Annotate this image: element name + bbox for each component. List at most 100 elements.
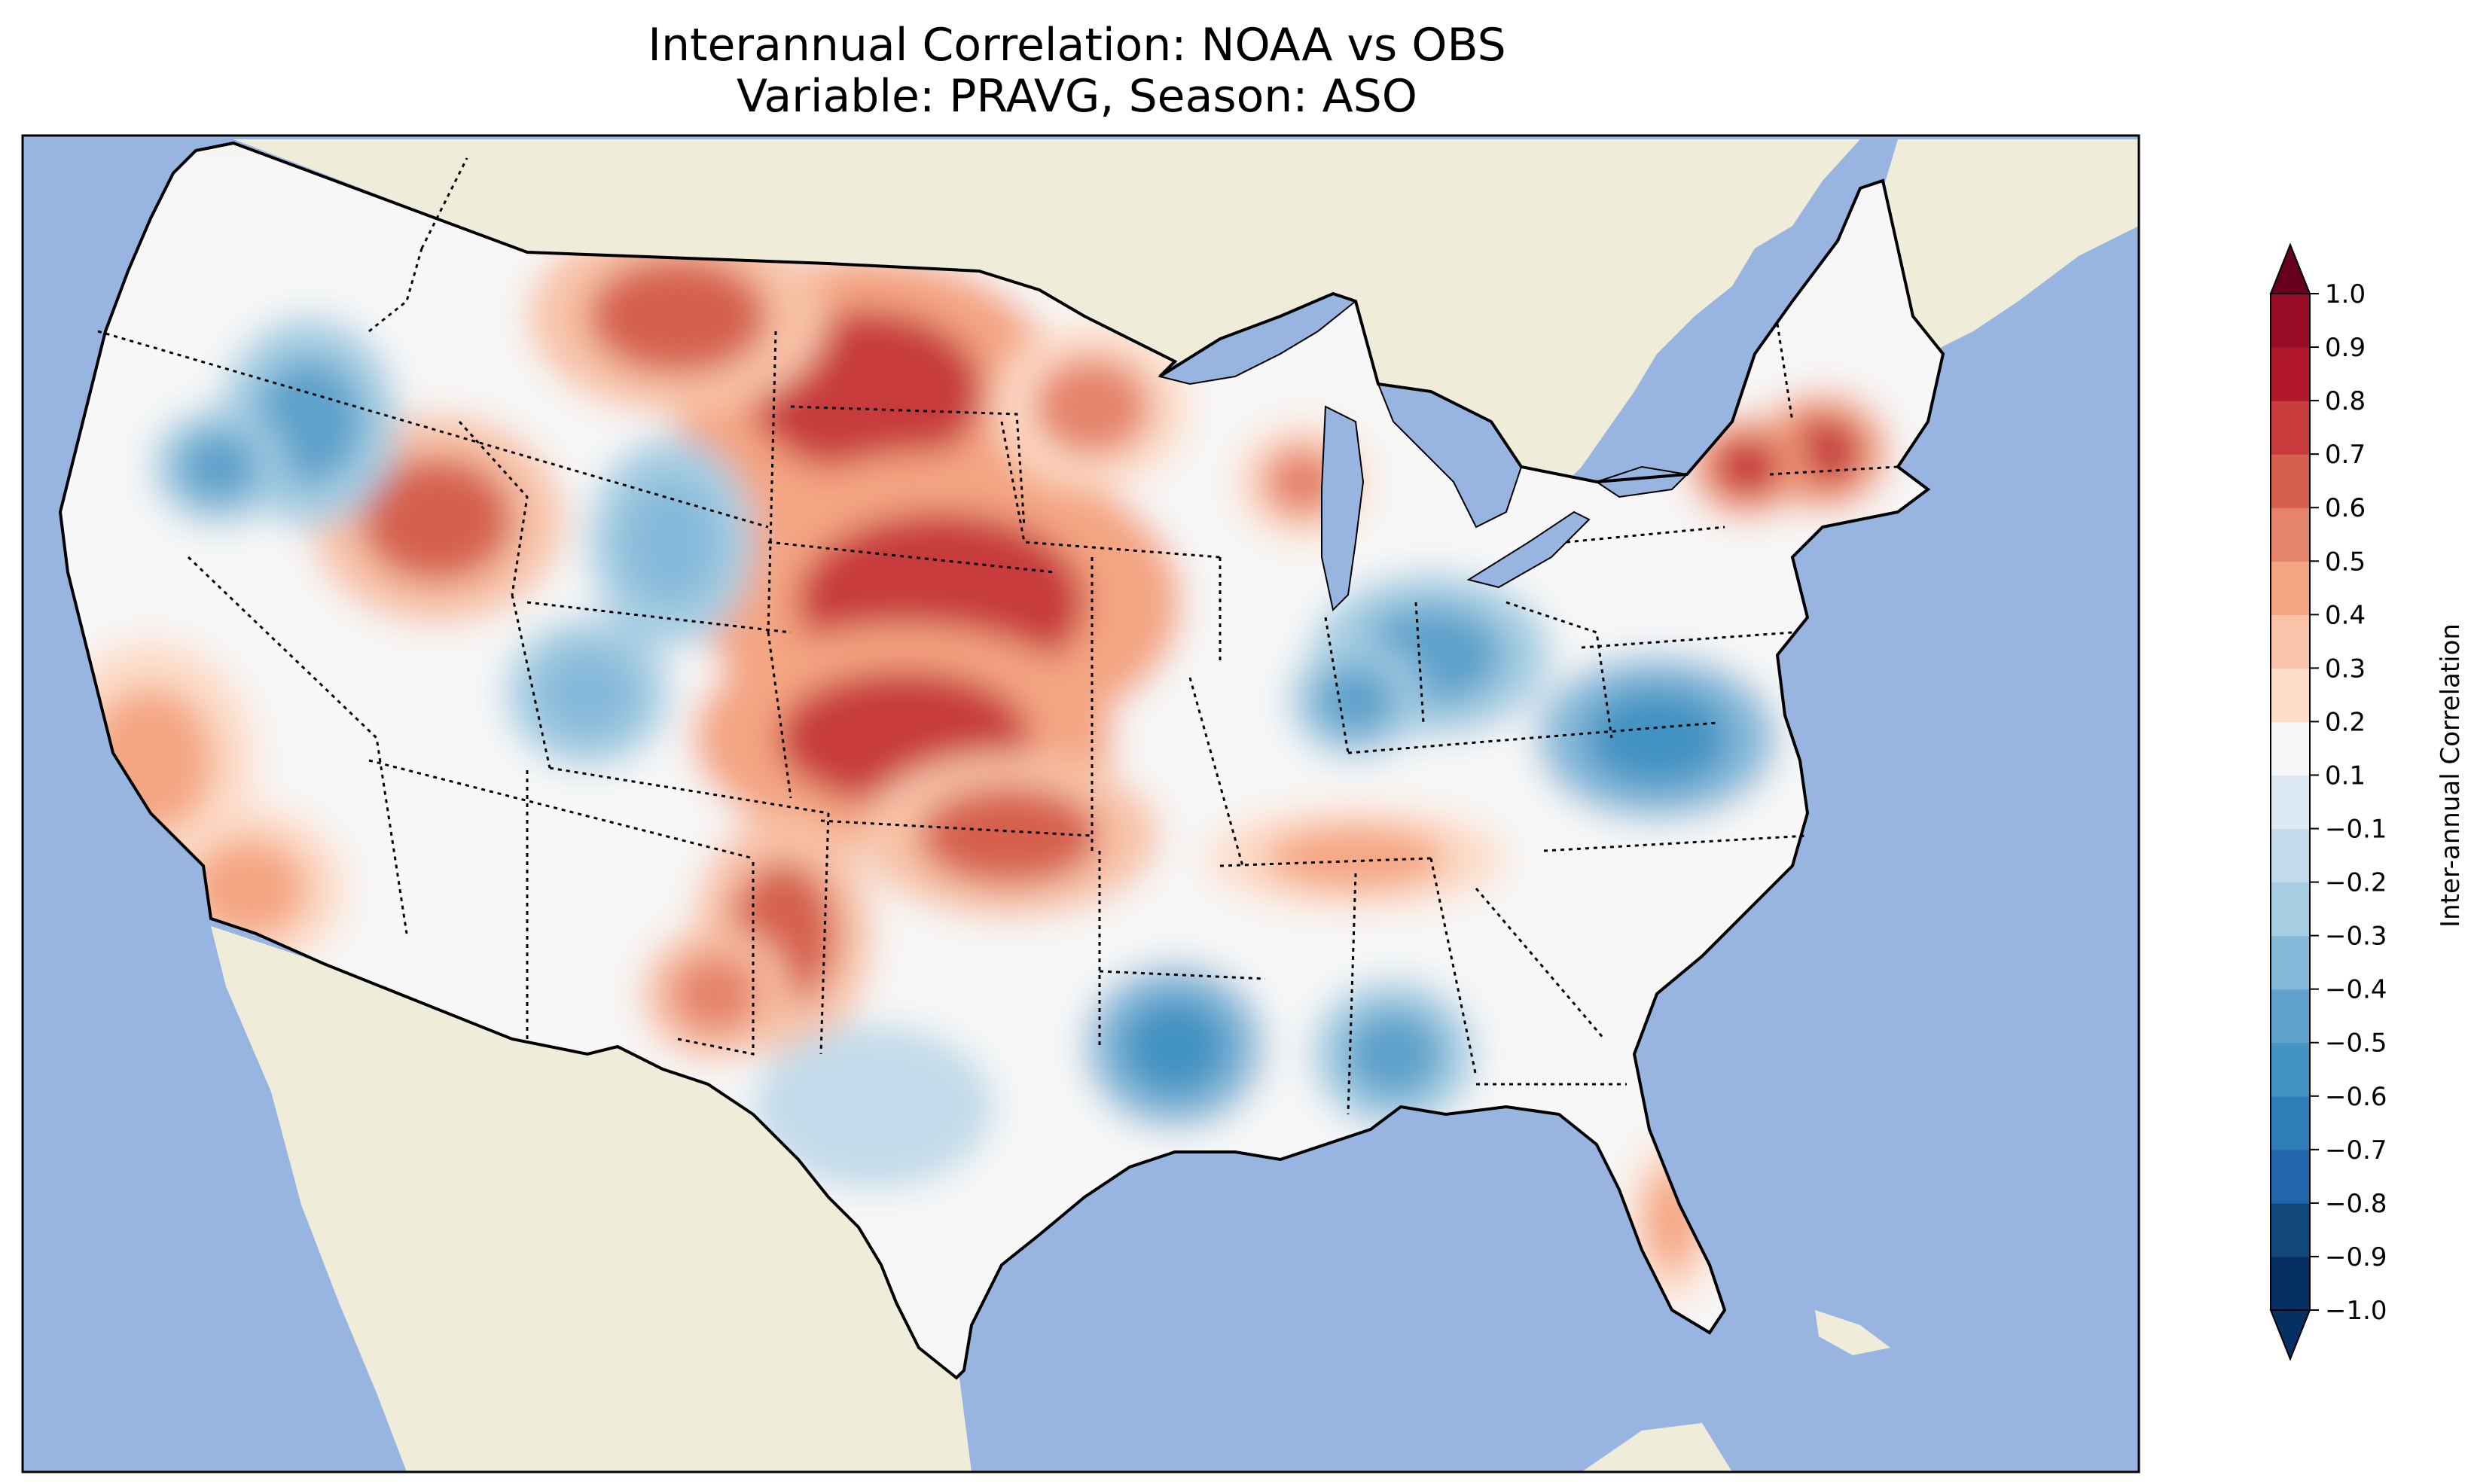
state-border xyxy=(187,556,408,934)
colorbar-tick-label: −0.1 xyxy=(2325,815,2387,845)
colorbar-extend-high xyxy=(2269,242,2311,294)
field-region xyxy=(587,257,768,375)
coastline xyxy=(58,141,1945,1380)
state-borders xyxy=(97,157,1899,1115)
colorbar-outline xyxy=(2270,293,2311,1311)
colorbar-tick-label: 0.5 xyxy=(2325,547,2366,577)
state-border xyxy=(790,405,1026,528)
land-atlantic-canada xyxy=(1868,139,2139,354)
state-border xyxy=(767,632,792,799)
state-border xyxy=(767,541,1055,574)
state-border xyxy=(458,420,529,596)
colorbar-tick-label: −0.9 xyxy=(2325,1242,2387,1272)
colorbar-tick-label: 0.2 xyxy=(2325,707,2366,737)
colorbar-segment xyxy=(2271,1042,2310,1097)
field-region xyxy=(1344,1009,1443,1099)
colorbar-tick-label: −0.3 xyxy=(2325,922,2387,952)
colorbar-segment xyxy=(2271,347,2310,401)
land-yucatan xyxy=(1582,1423,1732,1472)
field-region xyxy=(1121,997,1229,1096)
colorbar-segment xyxy=(2271,721,2310,776)
field-region xyxy=(1711,435,1783,498)
colorbar-tick-label: 0.4 xyxy=(2325,600,2366,630)
field-region xyxy=(801,1057,946,1156)
colorbar-segment xyxy=(2271,507,2310,562)
colorbar-segment xyxy=(2271,935,2310,990)
colorbar-segment xyxy=(2271,1256,2310,1311)
colorbar-tick-label: −0.6 xyxy=(2325,1082,2387,1112)
field-region xyxy=(178,431,259,503)
state-border xyxy=(1543,834,1808,852)
colorbar-segment xyxy=(2271,1095,2310,1150)
state-border xyxy=(1581,631,1793,649)
field-region xyxy=(1315,664,1396,736)
state-border xyxy=(97,330,769,529)
field-region xyxy=(919,786,1100,885)
state-border xyxy=(526,601,792,634)
state-border xyxy=(1429,858,1478,1077)
colorbar-tick-label: −0.8 xyxy=(2325,1189,2387,1219)
colorbar-segment xyxy=(2271,614,2310,669)
state-border xyxy=(677,858,755,1056)
colorbar-segment xyxy=(2271,454,2310,508)
colorbar-segment xyxy=(2271,775,2310,830)
colorbar-label: Inter-annual Correlation xyxy=(2436,623,2466,928)
lake-michigan xyxy=(1321,405,1365,612)
colorbar-segment xyxy=(2271,668,2310,723)
colorbar-tick-label: 0.1 xyxy=(2325,760,2366,791)
colorbar-tick-label: 0.9 xyxy=(2325,333,2366,363)
state-border xyxy=(549,766,829,815)
colorbar-tick-label: 1.0 xyxy=(2325,279,2366,309)
colorbar-extend-low xyxy=(2269,1309,2311,1361)
colorbar-segment xyxy=(2271,561,2310,615)
state-border xyxy=(1347,721,1718,754)
colorbar-tick-label: −0.5 xyxy=(2325,1028,2387,1059)
colorbar-tick-label: 0.6 xyxy=(2325,493,2366,523)
field-region xyxy=(1033,357,1151,456)
colorbar-tick-label: 0.7 xyxy=(2325,440,2366,470)
field-region xyxy=(360,456,514,583)
colorbar-segment xyxy=(2271,1149,2310,1204)
land-baja xyxy=(264,986,429,1431)
colorbar-segment xyxy=(2271,401,2310,455)
map-frame xyxy=(21,134,2140,1473)
colorbar-segment xyxy=(2271,294,2310,348)
state-border xyxy=(1505,601,1613,739)
field-region xyxy=(621,479,720,605)
colorbar-segment xyxy=(2271,989,2310,1044)
state-border xyxy=(420,157,468,249)
land-cuba xyxy=(1815,1310,1890,1355)
colorbar-segment xyxy=(2271,882,2310,937)
lake-ontario xyxy=(1594,465,1689,498)
state-border xyxy=(820,819,1093,837)
land-mexico xyxy=(211,926,972,1472)
colorbar-tick-label: 0.3 xyxy=(2325,654,2366,684)
field-region xyxy=(190,839,307,938)
state-border xyxy=(767,331,777,633)
colorbar-tick-label: −0.4 xyxy=(2325,975,2387,1005)
colorbar-segment xyxy=(2271,1202,2310,1257)
state-border xyxy=(1324,617,1350,754)
chart-title: Interannual Correlation: NOAA vs OBS xyxy=(648,19,1506,72)
state-border xyxy=(1566,526,1725,544)
state-border xyxy=(368,248,423,333)
colorbar-tick-label: −1.0 xyxy=(2325,1296,2387,1326)
colorbar-tick-label: −0.7 xyxy=(2325,1135,2387,1166)
correlation-field xyxy=(60,143,1943,1378)
field-region xyxy=(538,648,637,738)
field-region xyxy=(670,953,761,1035)
chart-subtitle: Variable: PRAVG, Season: ASO xyxy=(737,70,1417,123)
colorbar-tick-label: −0.2 xyxy=(2325,868,2387,898)
field-region xyxy=(1265,827,1446,890)
state-border xyxy=(1219,857,1432,867)
colorbar-segment xyxy=(2271,828,2310,883)
state-border xyxy=(1347,873,1357,1115)
state-border xyxy=(1414,602,1425,724)
field-region xyxy=(1585,688,1729,788)
lake-erie xyxy=(1466,510,1591,589)
colorbar-tick-label: 0.8 xyxy=(2325,386,2366,416)
state-border xyxy=(1099,970,1266,980)
state-border xyxy=(819,812,830,1055)
